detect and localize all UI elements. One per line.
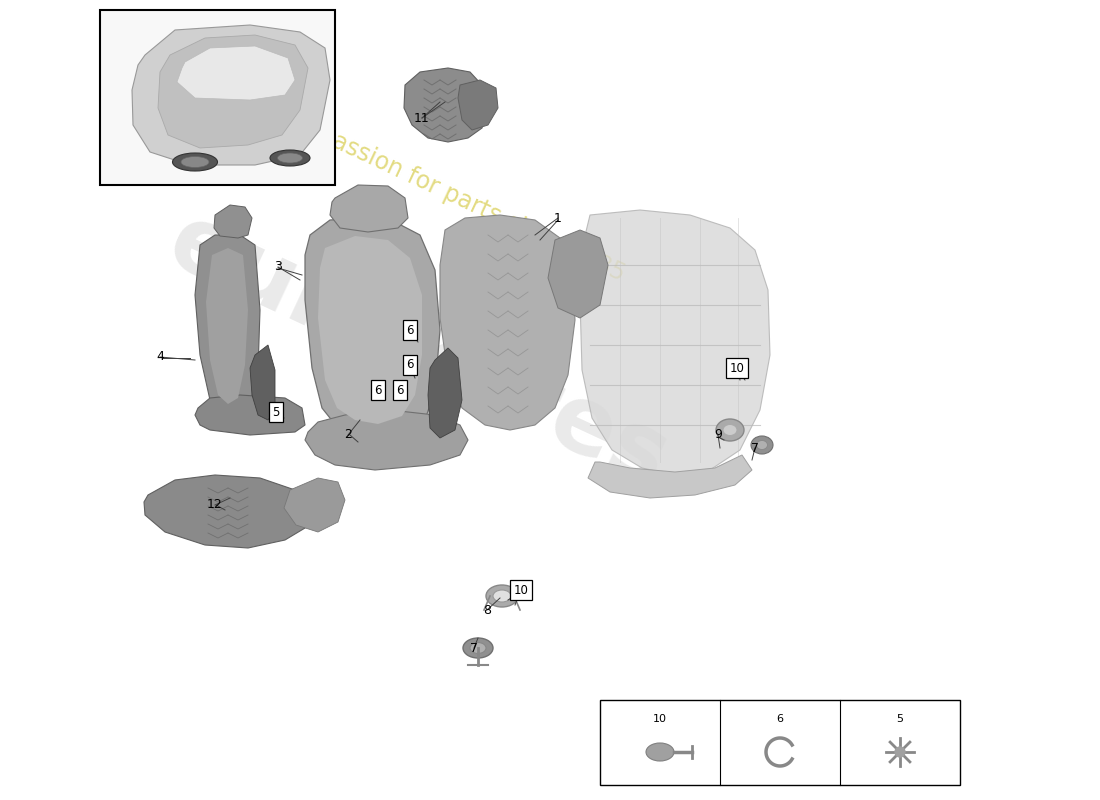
Text: 10: 10 — [729, 362, 745, 374]
Circle shape — [895, 747, 905, 757]
Text: 10: 10 — [514, 583, 528, 597]
Text: 8: 8 — [483, 603, 491, 617]
Polygon shape — [305, 218, 440, 440]
Polygon shape — [440, 215, 575, 430]
Polygon shape — [144, 475, 308, 548]
Ellipse shape — [173, 153, 218, 171]
Ellipse shape — [470, 642, 486, 654]
Polygon shape — [330, 185, 408, 232]
Polygon shape — [284, 478, 345, 532]
Text: 2: 2 — [344, 429, 352, 442]
Text: 10: 10 — [653, 714, 667, 724]
Polygon shape — [580, 210, 770, 475]
Polygon shape — [250, 345, 275, 420]
Polygon shape — [458, 80, 498, 130]
Text: 6: 6 — [406, 358, 414, 371]
Polygon shape — [318, 236, 422, 424]
Text: 6: 6 — [374, 383, 382, 397]
Text: 7: 7 — [470, 642, 478, 654]
Ellipse shape — [751, 436, 773, 454]
Polygon shape — [195, 235, 260, 415]
Ellipse shape — [757, 441, 768, 450]
Text: 3: 3 — [274, 261, 282, 274]
Ellipse shape — [270, 150, 310, 166]
Bar — [100, 10, 336, 185]
Polygon shape — [305, 410, 468, 470]
Bar — [600, 700, 960, 785]
Polygon shape — [158, 35, 308, 148]
Polygon shape — [588, 455, 752, 498]
Ellipse shape — [182, 157, 209, 167]
Polygon shape — [404, 68, 488, 142]
Text: 4: 4 — [156, 350, 164, 363]
Text: 6: 6 — [777, 714, 783, 724]
Text: 12: 12 — [207, 498, 223, 511]
Ellipse shape — [716, 419, 744, 441]
Text: 1: 1 — [554, 211, 562, 225]
Polygon shape — [132, 25, 330, 165]
Ellipse shape — [723, 425, 737, 435]
Text: 6: 6 — [406, 323, 414, 337]
Text: 9: 9 — [714, 429, 722, 442]
Ellipse shape — [486, 585, 518, 607]
Text: 6: 6 — [396, 383, 404, 397]
Polygon shape — [206, 248, 248, 404]
Polygon shape — [177, 46, 295, 100]
Text: 5: 5 — [896, 714, 903, 724]
Ellipse shape — [646, 743, 674, 761]
Ellipse shape — [463, 638, 493, 658]
Ellipse shape — [277, 153, 302, 163]
Text: 5: 5 — [273, 406, 279, 418]
Text: 11: 11 — [414, 111, 430, 125]
Polygon shape — [214, 205, 252, 238]
Polygon shape — [548, 230, 608, 318]
Polygon shape — [428, 348, 462, 438]
Text: 7: 7 — [751, 442, 759, 454]
Ellipse shape — [493, 590, 512, 602]
Text: a passion for parts since 1985: a passion for parts since 1985 — [295, 114, 629, 286]
Polygon shape — [195, 395, 305, 435]
Text: euroPares: euroPares — [154, 196, 682, 508]
